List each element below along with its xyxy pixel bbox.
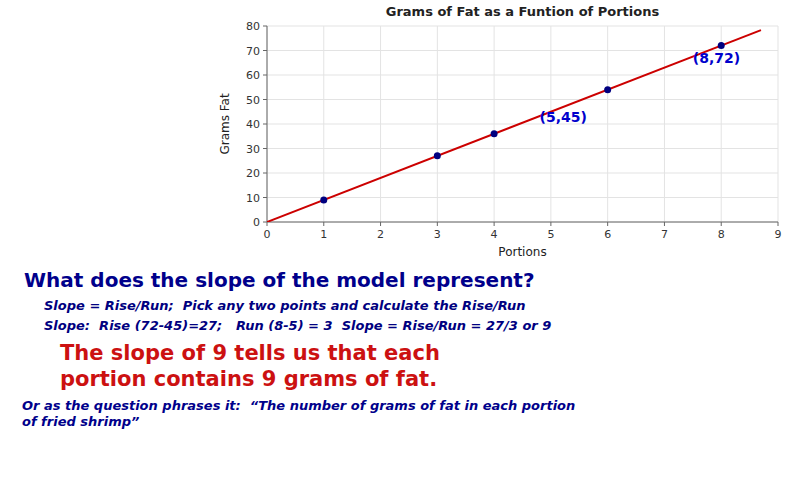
annotation: (5,45) <box>540 109 587 125</box>
tick-label: 5 <box>547 228 554 241</box>
footer: Or as the question phrases it: “The numb… <box>22 398 575 431</box>
tick-mark <box>494 222 495 226</box>
heading: What does the slope of the model represe… <box>24 268 535 293</box>
tick-mark <box>263 50 267 51</box>
grid-line <box>267 173 778 174</box>
grid-line <box>267 222 778 223</box>
tick-mark <box>263 26 267 27</box>
point <box>434 152 441 159</box>
grid-line <box>267 26 268 222</box>
tick-label: 30 <box>246 143 260 156</box>
point <box>491 130 498 137</box>
tick-label: 2 <box>377 228 384 241</box>
tick-mark <box>778 222 779 226</box>
tick-mark <box>267 222 268 226</box>
tick-mark <box>550 222 551 226</box>
point <box>604 86 611 93</box>
tick-label: 0 <box>264 228 271 241</box>
tick-mark <box>664 222 665 226</box>
tick-label: 6 <box>604 228 611 241</box>
tick-mark <box>607 222 608 226</box>
line <box>267 30 761 222</box>
grid-line <box>267 26 778 27</box>
conclusion: portion contains 9 grams of fat. <box>60 366 437 392</box>
tick-label: 80 <box>246 20 260 33</box>
point <box>320 196 327 203</box>
tick-mark <box>323 222 324 226</box>
lines <box>267 30 761 222</box>
points <box>320 42 724 203</box>
tick-mark <box>263 148 267 149</box>
tick-label: 1 <box>320 228 327 241</box>
tick-label: 20 <box>246 167 260 180</box>
grid-line <box>267 75 778 76</box>
tick-label: 7 <box>661 228 668 241</box>
grid-line <box>267 197 778 198</box>
y-axis-label: Grams Fat <box>218 93 232 154</box>
tick-mark <box>263 124 267 125</box>
tick-mark <box>721 222 722 226</box>
grid-line <box>267 99 778 100</box>
tick-mark <box>263 197 267 198</box>
explanation: Slope = Rise/Run; Pick any two points an… <box>44 298 526 314</box>
plot-area <box>267 30 761 222</box>
tick-mark <box>263 173 267 174</box>
tick-mark <box>263 75 267 76</box>
tick-label: 50 <box>246 94 260 107</box>
chart: 0 1 2 3 4 5 6 7 8 9 0 10 20 30 40 50 60 70 80 Grams of Fat … <box>215 0 790 262</box>
annotation: (8,72) <box>693 50 740 66</box>
tick-label: 60 <box>246 69 260 82</box>
conclusion: The slope of 9 tells us that each <box>60 340 440 366</box>
tick-mark <box>263 99 267 100</box>
tick-label: 40 <box>246 118 260 131</box>
grid <box>267 26 778 222</box>
tick-mark <box>437 222 438 226</box>
point <box>718 42 725 49</box>
tick-label: 70 <box>246 45 260 58</box>
tick-label: 9 <box>775 228 782 241</box>
tick-label: 3 <box>434 228 441 241</box>
tick-label: 0 <box>253 216 260 229</box>
chart-title: Grams of Fat as a Funtion of Portions <box>386 4 660 19</box>
tick-mark <box>380 222 381 226</box>
explanation: Slope: Rise (72-45)=27; Run (8-5) = 3 Sl… <box>44 318 551 334</box>
tick-label: 8 <box>718 228 725 241</box>
tick-label: 10 <box>246 192 260 205</box>
y-axis-line <box>267 26 268 222</box>
grid-line <box>267 148 778 149</box>
x-axis-label: Portions <box>498 245 546 259</box>
axes: 0 1 2 3 4 5 6 7 8 9 0 10 20 30 40 50 60 70 80 <box>246 20 782 241</box>
tick-label: 4 <box>491 228 498 241</box>
x-axis-line <box>267 222 778 223</box>
tick-mark <box>263 222 267 223</box>
